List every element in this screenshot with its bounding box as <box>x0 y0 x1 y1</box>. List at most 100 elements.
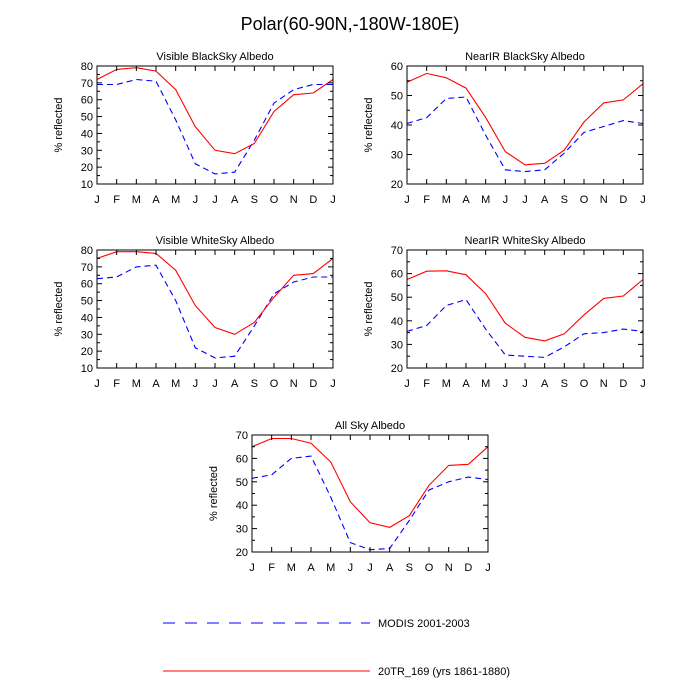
x-tick-label: N <box>290 378 298 390</box>
plot-frame <box>96 249 334 369</box>
figure-title: Polar(60-90N,-180W-180E) <box>241 14 460 34</box>
y-tick-label: 30 <box>236 524 248 536</box>
x-tick-label: J <box>367 562 373 574</box>
y-tick-label: 70 <box>391 245 403 257</box>
x-tick-label: M <box>442 378 451 390</box>
x-tick-label: S <box>561 194 568 206</box>
x-tick-label: F <box>113 378 120 390</box>
y-tick-label: 40 <box>391 120 403 132</box>
y-axis-label: % reflected <box>363 281 375 336</box>
panel-title: Visible WhiteSky Albedo <box>156 235 274 247</box>
x-tick-label: M <box>132 378 141 390</box>
plot-frame <box>406 65 644 185</box>
series-line-20tr <box>406 270 644 342</box>
x-tick-label: S <box>561 378 568 390</box>
y-axis-label: % reflected <box>363 97 375 152</box>
x-tick-label: N <box>290 194 298 206</box>
plot-frame <box>251 434 489 553</box>
x-tick-label: F <box>268 562 275 574</box>
y-tick-label: 60 <box>81 279 93 291</box>
x-tick-label: A <box>541 378 549 390</box>
y-tick-label: 70 <box>81 262 93 274</box>
y-tick-label: 50 <box>391 91 403 103</box>
x-tick-label: J <box>640 194 646 206</box>
x-tick-label: O <box>580 378 589 390</box>
x-tick-label: F <box>113 194 120 206</box>
series-line-20tr <box>96 251 334 335</box>
y-tick-label: 10 <box>81 179 93 191</box>
x-tick-label: A <box>307 562 315 574</box>
series-line-modis <box>97 78 333 175</box>
y-tick-label: 20 <box>236 547 248 559</box>
x-tick-label: O <box>580 194 589 206</box>
x-tick-label: D <box>309 194 317 206</box>
legend-label-modis: MODIS 2001-2003 <box>378 618 470 630</box>
y-tick-label: 60 <box>391 269 403 281</box>
y-tick-label: 40 <box>81 312 93 324</box>
y-tick-label: 50 <box>81 112 93 124</box>
x-tick-label: M <box>287 562 296 574</box>
x-tick-label: M <box>481 194 490 206</box>
x-tick-label: J <box>249 562 255 574</box>
x-tick-label: J <box>212 378 218 390</box>
x-tick-label: F <box>423 378 430 390</box>
x-tick-label: S <box>251 194 258 206</box>
x-tick-label: J <box>94 194 100 206</box>
panel-title: NearIR BlackSky Albedo <box>465 51 585 63</box>
x-tick-label: A <box>541 194 549 206</box>
x-tick-label: J <box>485 562 491 574</box>
x-tick-label: S <box>251 378 258 390</box>
x-tick-label: D <box>619 194 627 206</box>
y-tick-label: 70 <box>81 78 93 90</box>
x-tick-label: J <box>503 378 509 390</box>
series-line-20tr <box>406 72 644 166</box>
x-tick-label: N <box>600 378 608 390</box>
y-tick-label: 70 <box>236 430 248 442</box>
series-line-modis <box>406 96 644 173</box>
series-line-modis <box>96 264 333 359</box>
y-axis-label: % reflected <box>53 281 65 336</box>
x-tick-label: O <box>270 194 279 206</box>
legend: MODIS 2001-2003 20TR_169 (yrs 1861-1880) <box>163 618 510 678</box>
x-tick-label: J <box>522 194 528 206</box>
y-tick-label: 60 <box>391 61 403 73</box>
plot-frame <box>96 65 334 185</box>
x-tick-label: N <box>600 194 608 206</box>
x-tick-label: J <box>404 194 410 206</box>
y-tick-label: 50 <box>236 477 248 489</box>
y-tick-label: 20 <box>81 162 93 174</box>
x-tick-label: S <box>406 562 413 574</box>
x-tick-label: J <box>330 378 336 390</box>
x-tick-label: A <box>152 378 160 390</box>
y-tick-label: 20 <box>391 179 403 191</box>
x-tick-label: M <box>132 194 141 206</box>
x-tick-label: A <box>462 378 470 390</box>
x-tick-label: F <box>423 194 430 206</box>
y-tick-label: 40 <box>391 316 403 328</box>
x-tick-label: D <box>309 378 317 390</box>
y-tick-label: 60 <box>81 95 93 107</box>
x-tick-label: M <box>171 194 180 206</box>
x-tick-label: M <box>171 378 180 390</box>
x-tick-label: O <box>425 562 434 574</box>
y-axis-label: % reflected <box>53 97 65 152</box>
y-tick-label: 40 <box>81 128 93 140</box>
y-tick-label: 20 <box>391 363 403 375</box>
x-tick-label: A <box>231 378 239 390</box>
y-tick-label: 30 <box>81 329 93 341</box>
y-tick-label: 10 <box>81 363 93 375</box>
y-tick-label: 80 <box>81 245 93 257</box>
y-tick-label: 30 <box>391 339 403 351</box>
x-tick-label: N <box>445 562 453 574</box>
y-tick-label: 20 <box>81 346 93 358</box>
x-tick-label: J <box>404 378 410 390</box>
x-tick-label: A <box>462 194 470 206</box>
y-tick-label: 30 <box>391 150 403 162</box>
x-tick-label: J <box>330 194 336 206</box>
y-tick-label: 30 <box>81 145 93 157</box>
x-tick-label: M <box>442 194 451 206</box>
